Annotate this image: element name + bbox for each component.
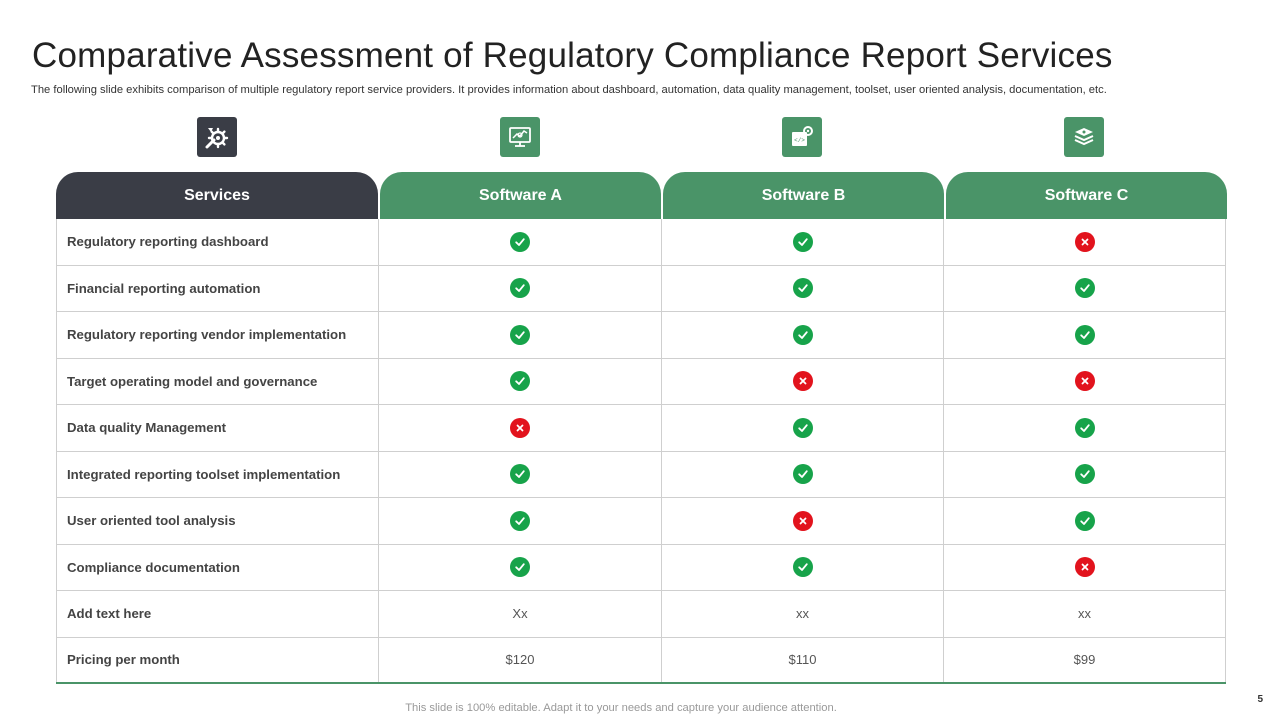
check-icon (792, 324, 813, 345)
software-b-cell: xx (662, 591, 944, 637)
check-icon (510, 371, 530, 392)
table-row: Regulatory reporting vendor implementati… (56, 312, 1226, 359)
software-c-cell (944, 544, 1226, 590)
check-icon (792, 464, 813, 485)
header-software-c: Software C (946, 172, 1227, 219)
code-gear-icon: </> (782, 117, 822, 157)
software-b-cell (662, 358, 944, 404)
software-b-cell (662, 544, 944, 590)
cross-icon (792, 510, 813, 531)
software-a-cell (379, 544, 662, 590)
software-a-cell (379, 219, 662, 265)
row-label: Target operating model and governance (56, 358, 379, 404)
software-a-cell (379, 265, 662, 311)
software-c-cell (944, 498, 1226, 544)
row-label: Financial reporting automation (56, 265, 379, 311)
cross-icon (1074, 371, 1095, 392)
software-b-cell (662, 451, 944, 497)
check-icon (510, 557, 530, 578)
cell-value: xx (796, 606, 809, 622)
row-label: Compliance documentation (56, 544, 379, 590)
cell-value: Xx (512, 606, 528, 622)
check-icon (1074, 417, 1095, 438)
slide-title: Comparative Assessment of Regulatory Com… (32, 36, 1113, 75)
table-row: Add text here Xx xx xx (56, 591, 1226, 638)
check-icon (510, 231, 530, 252)
header-services: Services (56, 172, 378, 219)
comparison-table: Services Software A Software B Software … (56, 172, 1227, 684)
check-icon (1074, 510, 1095, 531)
software-c-cell (944, 358, 1226, 404)
table-header-row: Services Software A Software B Software … (56, 172, 1227, 219)
cross-icon (1074, 557, 1095, 578)
row-label: Data quality Management (56, 405, 379, 451)
layers-icon (1064, 117, 1104, 157)
check-icon (510, 464, 530, 485)
table-body: Regulatory reporting dashboard Financial … (56, 219, 1226, 684)
row-label: Add text here (56, 591, 379, 637)
software-a-cell (379, 405, 662, 451)
row-label: Integrated reporting toolset implementat… (56, 451, 379, 497)
check-icon (510, 278, 530, 299)
header-software-b: Software B (663, 172, 944, 219)
table-row: Pricing per month $120 $110 $99 (56, 637, 1226, 684)
monitor-chart-icon (500, 117, 540, 157)
software-a-cell: Xx (379, 591, 662, 637)
software-b-cell (662, 498, 944, 544)
software-c-cell (944, 265, 1226, 311)
table-row: Target operating model and governance (56, 358, 1226, 405)
row-label: Regulatory reporting dashboard (56, 219, 379, 265)
row-label: Regulatory reporting vendor implementati… (56, 312, 379, 358)
cell-value: xx (1078, 606, 1091, 622)
check-icon (510, 510, 530, 531)
software-b-cell (662, 312, 944, 358)
table-row: Compliance documentation (56, 544, 1226, 591)
check-icon (792, 417, 813, 438)
check-icon (792, 231, 813, 252)
software-c-cell: xx (944, 591, 1226, 637)
software-c-cell (944, 219, 1226, 265)
software-a-cell (379, 312, 662, 358)
header-software-a: Software A (380, 172, 661, 219)
tools-gear-icon (197, 117, 237, 157)
software-c-cell (944, 451, 1226, 497)
software-b-cell (662, 265, 944, 311)
cross-icon (1074, 231, 1095, 252)
check-icon (792, 557, 813, 578)
software-a-cell (379, 451, 662, 497)
cross-icon (510, 417, 530, 438)
software-c-cell (944, 312, 1226, 358)
check-icon (1074, 278, 1095, 299)
check-icon (1074, 324, 1095, 345)
table-row: Data quality Management (56, 405, 1226, 452)
software-a-cell (379, 358, 662, 404)
svg-text:</>: </> (794, 137, 805, 144)
page-number: 5 (1257, 694, 1263, 705)
software-a-cell: $120 (379, 637, 662, 682)
footer-note: This slide is 100% editable. Adapt it to… (405, 702, 837, 714)
cross-icon (792, 371, 813, 392)
software-c-cell: $99 (944, 637, 1226, 682)
software-b-cell (662, 405, 944, 451)
cell-value: $120 (505, 652, 535, 668)
row-label: User oriented tool analysis (56, 498, 379, 544)
software-a-cell (379, 498, 662, 544)
table-row: Regulatory reporting dashboard (56, 219, 1226, 266)
check-icon (510, 324, 530, 345)
cell-value: $99 (1073, 652, 1096, 668)
cell-value: $110 (788, 652, 817, 668)
software-c-cell (944, 405, 1226, 451)
table-row: Integrated reporting toolset implementat… (56, 451, 1226, 498)
table-row: Financial reporting automation (56, 265, 1226, 312)
slide-subtitle: The following slide exhibits comparison … (31, 84, 1107, 96)
row-label: Pricing per month (56, 637, 379, 682)
check-icon (1074, 464, 1095, 485)
software-b-cell (662, 219, 944, 265)
table-row: User oriented tool analysis (56, 498, 1226, 545)
check-icon (792, 278, 813, 299)
software-b-cell: $110 (662, 637, 944, 682)
